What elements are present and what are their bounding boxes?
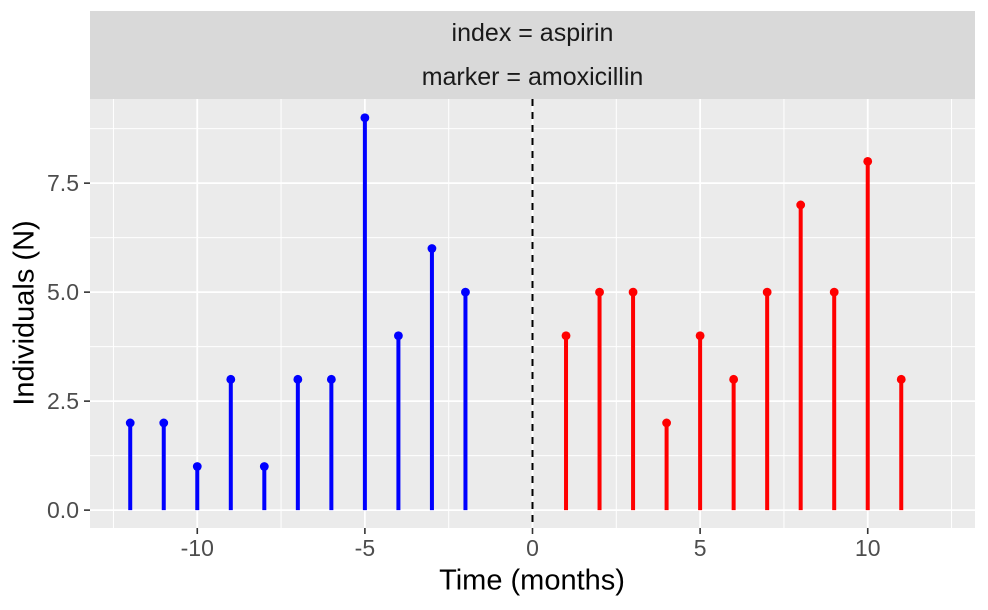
lollipop-point	[159, 418, 169, 428]
x-tick-label: 10	[855, 535, 881, 561]
lollipop-point	[762, 287, 772, 297]
x-tick-label: -10	[181, 535, 214, 561]
facet-strip: index = aspirin marker = amoxicillin	[90, 11, 975, 99]
lollipop-point	[896, 374, 906, 384]
lollipop-point	[695, 331, 705, 341]
lollipop-point	[125, 418, 135, 428]
lollipop-point	[595, 287, 604, 297]
lollipop-point	[829, 287, 839, 297]
y-tick-label: 7.5	[47, 170, 79, 196]
y-tick-label: 5.0	[47, 279, 79, 305]
x-tick-label: 5	[694, 535, 707, 561]
y-axis-title: Individuals (N)	[8, 220, 41, 406]
lollipop-point	[394, 331, 403, 341]
lollipop-point	[360, 113, 370, 123]
lollipop-point	[259, 462, 269, 471]
lollipop-point	[226, 374, 236, 384]
lollipop-point	[662, 418, 671, 428]
lollipop-point	[628, 287, 638, 297]
lollipop-point	[192, 462, 202, 471]
lollipop-point	[293, 374, 303, 384]
lollipop-point	[796, 200, 806, 210]
lollipop-point	[863, 156, 873, 166]
lollipop-point	[461, 287, 470, 297]
lollipop-point	[561, 331, 571, 341]
lollipop-point	[326, 374, 336, 384]
lollipop-point	[729, 374, 739, 384]
facet-strip-label-index: index = aspirin	[451, 18, 614, 47]
x-axis-title: Time (months)	[439, 564, 625, 597]
y-tick-label: 0.0	[47, 497, 79, 523]
facet-strip-label-marker: marker = amoxicillin	[421, 62, 644, 91]
x-tick-label: -5	[355, 535, 375, 561]
y-tick-label: 2.5	[47, 388, 79, 414]
lollipop-point	[427, 244, 437, 253]
x-tick-label: 0	[526, 535, 539, 561]
